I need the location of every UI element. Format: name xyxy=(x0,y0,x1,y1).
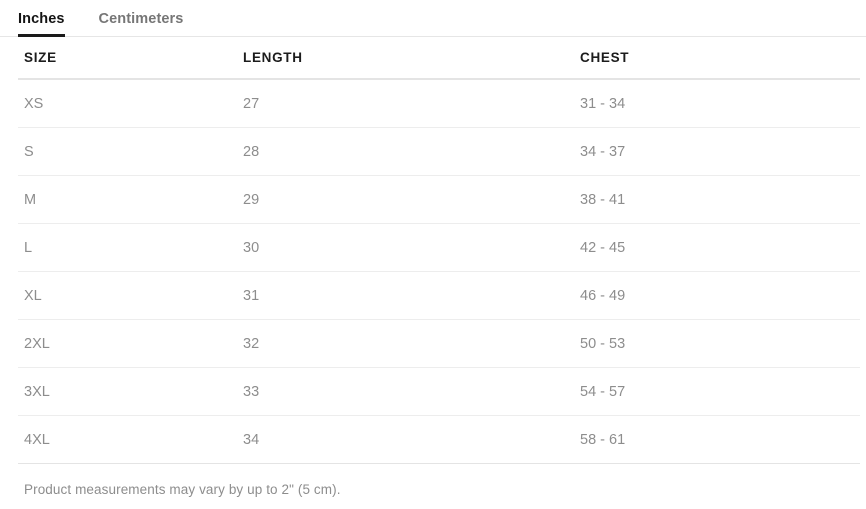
cell-length: 29 xyxy=(237,175,574,224)
header-row: SIZE LENGTH CHEST xyxy=(18,37,860,80)
cell-chest: 46 - 49 xyxy=(574,271,860,320)
cell-chest: 38 - 41 xyxy=(574,175,860,224)
column-header-size: SIZE xyxy=(18,37,237,80)
cell-size: XS xyxy=(18,79,237,128)
table-body: XS 27 31 - 34 S 28 34 - 37 M 29 38 - 41 … xyxy=(18,79,860,464)
tab-centimeters[interactable]: Centimeters xyxy=(99,11,184,36)
cell-size: S xyxy=(18,127,237,176)
table-row: 3XL 33 54 - 57 xyxy=(18,367,860,416)
table-row: 4XL 34 58 - 61 xyxy=(18,415,860,464)
table-row: XS 27 31 - 34 xyxy=(18,79,860,128)
cell-chest: 42 - 45 xyxy=(574,223,860,272)
table-row: 2XL 32 50 - 53 xyxy=(18,319,860,368)
cell-length: 31 xyxy=(237,271,574,320)
cell-length: 34 xyxy=(237,415,574,464)
cell-size: L xyxy=(18,223,237,272)
cell-chest: 31 - 34 xyxy=(574,79,860,128)
cell-size: M xyxy=(18,175,237,224)
cell-size: 2XL xyxy=(18,319,237,368)
measurement-disclaimer: Product measurements may vary by up to 2… xyxy=(24,482,341,497)
cell-size: 3XL xyxy=(18,367,237,416)
cell-size: XL xyxy=(18,271,237,320)
table-row: S 28 34 - 37 xyxy=(18,127,860,176)
cell-length: 28 xyxy=(237,127,574,176)
cell-chest: 34 - 37 xyxy=(574,127,860,176)
size-table-container: SIZE LENGTH CHEST XS 27 31 - 34 S 28 34 … xyxy=(0,37,866,464)
cell-size: 4XL xyxy=(18,415,237,464)
cell-length: 27 xyxy=(237,79,574,128)
table-row: XL 31 46 - 49 xyxy=(18,271,860,320)
table-header: SIZE LENGTH CHEST xyxy=(18,37,860,80)
cell-length: 33 xyxy=(237,367,574,416)
column-header-chest: CHEST xyxy=(574,37,860,80)
column-header-length: LENGTH xyxy=(237,37,574,80)
unit-tabs: Inches Centimeters xyxy=(0,0,866,37)
size-table: SIZE LENGTH CHEST XS 27 31 - 34 S 28 34 … xyxy=(18,37,860,464)
cell-length: 32 xyxy=(237,319,574,368)
cell-length: 30 xyxy=(237,223,574,272)
table-row: M 29 38 - 41 xyxy=(18,175,860,224)
cell-chest: 58 - 61 xyxy=(574,415,860,464)
cell-chest: 54 - 57 xyxy=(574,367,860,416)
table-row: L 30 42 - 45 xyxy=(18,223,860,272)
cell-chest: 50 - 53 xyxy=(574,319,860,368)
tab-inches[interactable]: Inches xyxy=(18,11,65,37)
